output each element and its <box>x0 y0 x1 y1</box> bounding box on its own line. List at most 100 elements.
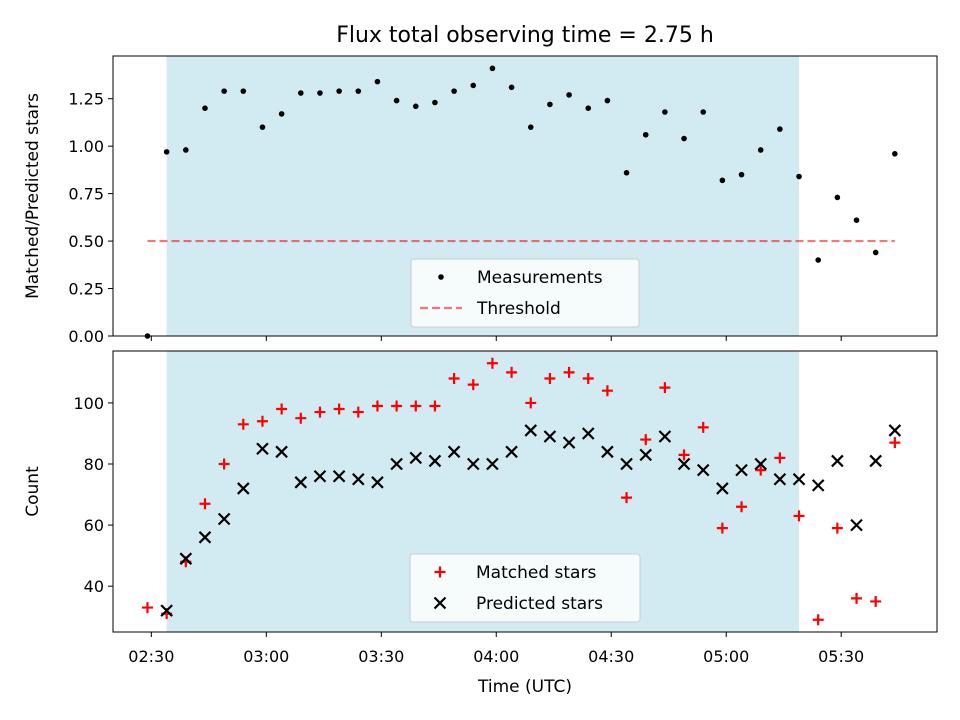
measurement-point <box>336 88 342 94</box>
matched-star-point <box>563 366 575 378</box>
matched-star-point <box>889 437 901 449</box>
y-tick-label: 0.50 <box>68 232 104 251</box>
time-x-axis: 02:30 03:00 03:30 04:00 04:30 05:00 05:30 <box>128 632 864 666</box>
predicted-star-point <box>313 469 327 483</box>
measurement-point <box>221 88 227 94</box>
measurement-point <box>240 88 247 94</box>
predicted-star-point <box>773 473 787 486</box>
predicted-star-point <box>811 479 825 492</box>
predicted-star-point <box>179 552 193 565</box>
matched-star-point <box>486 357 498 369</box>
matched-star-point <box>736 501 748 513</box>
measurement-point <box>853 217 860 224</box>
measurement-point <box>489 65 496 72</box>
chart-title: Flux total observing time = 2.75 h <box>336 23 714 48</box>
matched-star-point <box>525 397 537 409</box>
measurement-point <box>681 135 687 142</box>
legend-label: Threshold <box>476 299 561 319</box>
x-tick-label: 03:30 <box>358 647 404 666</box>
matched-star-point <box>601 385 613 397</box>
matched-star-point <box>276 403 288 415</box>
matched-star-point <box>755 464 767 476</box>
matched-star-point <box>352 406 364 418</box>
matched-star-point <box>199 498 211 510</box>
predicted-star-point <box>735 463 748 477</box>
matched-star-point <box>237 418 249 430</box>
predicted-star-point <box>658 430 672 443</box>
measurement-point <box>163 149 170 155</box>
count-marks <box>141 357 902 626</box>
predicted-star-point <box>620 457 633 471</box>
measurement-point <box>527 124 534 130</box>
measurement-point <box>623 169 630 176</box>
y-tick-label: 0.25 <box>68 280 104 299</box>
predicted-star-point <box>352 473 365 486</box>
measurement-point <box>872 249 879 256</box>
y-tick-label: 0.75 <box>68 185 104 204</box>
matched-star-point <box>256 415 268 427</box>
predicted-star-point <box>639 448 653 462</box>
measurement-point <box>297 90 304 96</box>
x-tick-label: 04:30 <box>588 647 634 666</box>
x-tick-label: 03:00 <box>243 647 289 666</box>
matched-star-point <box>333 403 345 415</box>
matched-star-point <box>295 412 307 424</box>
predicted-star-point <box>198 531 212 544</box>
legend-label: Matched stars <box>476 563 596 583</box>
measurement-point <box>719 177 726 184</box>
predicted-star-point <box>217 512 231 526</box>
measurement-point <box>642 131 649 138</box>
matched-star-point <box>621 492 633 504</box>
matched-star-point <box>659 382 671 394</box>
matched-star-point <box>410 400 422 412</box>
matched-star-point <box>697 421 709 433</box>
ratio-y-axis: 0.00 0.25 0.50 0.75 1.00 1.25 <box>68 90 113 346</box>
matched-star-point <box>467 379 479 391</box>
predicted-star-point <box>409 451 423 465</box>
matched-star-point <box>793 510 805 522</box>
measurement-point <box>374 78 381 85</box>
matched-star-point <box>851 592 863 604</box>
ratio-legend: Measurements Threshold <box>410 258 640 328</box>
predicted-star-point <box>543 430 557 443</box>
predicted-star-point <box>428 454 442 468</box>
legend-label: Measurements <box>477 268 603 288</box>
predicted-star-point <box>869 454 882 468</box>
matched-star-point <box>141 602 153 614</box>
predicted-star-point <box>831 454 844 468</box>
ratio-x-ticks <box>150 336 842 341</box>
count-y-axis: 40 60 80 100 <box>73 394 113 596</box>
measurement-point <box>278 111 285 117</box>
matched-star-point <box>314 406 326 418</box>
y-tick-label: 1.00 <box>68 137 104 156</box>
measurement-point <box>777 126 783 132</box>
matched-star-point <box>716 522 728 534</box>
legend-dot-icon <box>438 274 444 280</box>
x-tick-label: 04:00 <box>473 647 519 666</box>
measurement-point <box>451 88 457 94</box>
measurement-point <box>183 147 189 153</box>
count-legend: Matched stars Predicted stars <box>409 553 641 623</box>
predicted-star-point <box>466 457 480 471</box>
ratio-plot-frame <box>112 55 938 337</box>
matched-star-point <box>391 400 403 412</box>
matched-star-point <box>640 434 652 446</box>
predicted-star-point <box>447 445 461 459</box>
measurement-point <box>355 88 362 94</box>
predicted-star-point <box>696 463 710 477</box>
predicted-star-point <box>850 518 863 532</box>
y-tick-label: 1.25 <box>68 90 104 109</box>
legend-x-icon <box>433 596 447 610</box>
predicted-star-point <box>716 482 729 495</box>
matched-star-point <box>544 372 556 384</box>
count-y-label: Count <box>23 466 43 517</box>
predicted-star-point <box>275 445 288 459</box>
measurement-point <box>585 105 592 112</box>
measurement-point <box>604 97 611 104</box>
measurement-point <box>259 124 266 130</box>
predicted-star-point <box>486 457 499 471</box>
predicted-star-point <box>524 424 538 437</box>
count-plot-frame <box>112 350 938 633</box>
legend-plus-icon <box>434 566 446 578</box>
